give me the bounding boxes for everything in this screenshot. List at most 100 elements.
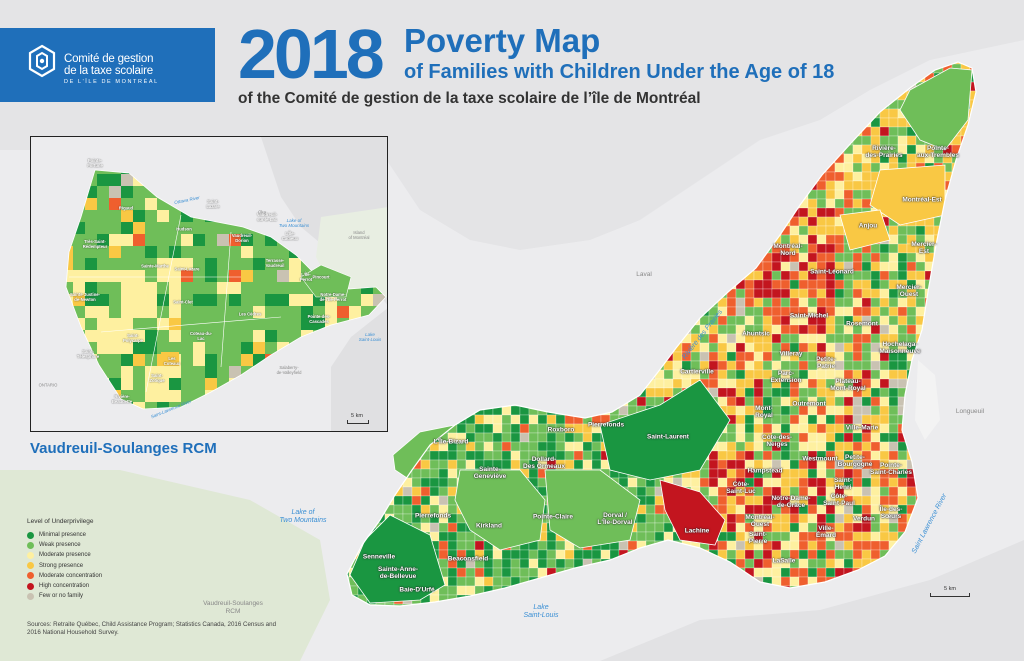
neighbourhood-label: Pointe-Claire (532, 513, 574, 521)
legend-item: Few or no family (27, 591, 102, 601)
water-label: Lake of Two Mountains (279, 509, 327, 524)
neighbourhood-label: Saint- Pierre (748, 531, 768, 545)
neighbourhood-label: Verdun (852, 515, 876, 523)
title-main: Poverty Map (404, 22, 601, 59)
inset-place-label: L'Île- Perrot (299, 272, 313, 282)
legend-swatch (27, 572, 34, 580)
inset-place-label: Saint-Clet (173, 299, 193, 305)
neighbourhood-label: Saint-Léonard (810, 268, 854, 276)
legend-label: Weak presence (39, 542, 81, 549)
neighbourhood-label: Roxboro (547, 426, 575, 434)
neighbourhood-label: Hochelaga- Maisonneuve (879, 341, 921, 355)
inset-place-label: Saint-Lazare (174, 266, 200, 272)
sources-note: Sources: Retraite Québec, Child Assistan… (27, 621, 277, 636)
neighbourhood-label: Côte-des- Neiges (762, 434, 792, 448)
inset-scale-bar (347, 420, 369, 424)
inset-place-label: Pointe-des- Cascades (307, 314, 331, 324)
neighbourhood-label: Parc- Extension (770, 370, 802, 384)
vaudreuil-soulanges-inset-map: Pointe- Fortune Rigaud Très-Saint- Rédempteu… (30, 136, 388, 432)
neighbourhood-label: Côte- Saint-Paul (823, 493, 855, 507)
neighbourhood-label: Rivière-des-Prairies (865, 145, 903, 159)
neighbourhood-label: Westmount (802, 455, 838, 463)
neighbourhood-label: L'Île-Bizard (433, 438, 469, 446)
legend-item: High concentration (27, 581, 102, 591)
inset-place-label: Vaudreuil-sur-le-Lac (256, 212, 278, 222)
legend-item: Moderate presence (27, 550, 102, 560)
neighbourhood-label: Pointe-aux-Trembles (917, 145, 959, 159)
legend-item: Moderate concentration (27, 571, 102, 581)
legend-item: Strong presence (27, 561, 102, 571)
ile-sainte-helene (915, 360, 940, 440)
neighbourhood-label: Pointe- Saint-Charles (870, 462, 912, 476)
inset-scale-label: 5 km (351, 413, 363, 419)
neighbourhood-label: Montréal- Ouest (745, 514, 775, 528)
cgtsim-logo-icon (28, 44, 56, 78)
vaudreuil-land (0, 470, 330, 661)
legend-swatch (27, 541, 34, 549)
main-scale-bar (930, 593, 970, 597)
inset-place-label: Sainte-Justine-de-Newton (69, 292, 101, 302)
neighbourhood-label: Mercier- Est (911, 241, 937, 255)
water-label: Lake Saint-Louis (523, 604, 559, 619)
inset-place-label: Sainte-Marthe (141, 263, 169, 269)
neighbourhood-label: Saint- Henri (833, 477, 853, 491)
inset-place-label: Saint- Zotique (149, 373, 165, 383)
neighbourhood-label: Saint-Michel (789, 312, 829, 320)
title-organisation: of the Comité de gestion de la taxe scol… (238, 90, 701, 107)
inset-place-label: Notre-Dame-de-l'Île-Perrot (319, 292, 347, 302)
neighbourhood-label: Lachine (684, 527, 710, 535)
south-shore-land (600, 540, 1024, 661)
inset-place-label: Saint- Polycarpe (122, 333, 144, 343)
neighbourhood-label: Notre-Dame-de-Grâce (771, 495, 811, 509)
neighbourhood-label: Ville-Marie (845, 424, 879, 432)
inset-land-label: ONTARIO (38, 382, 58, 388)
inset-place-label: Très-Saint- Rédempteur (82, 239, 108, 249)
legend-item: Minimal presence (27, 530, 102, 540)
inset-place-label: Pincourt (312, 274, 330, 280)
neighbourhood-label: Pierrefonds (414, 512, 452, 520)
inset-place-label: Saint-Lazare (206, 199, 220, 209)
neighbourhood-label: Sainte-Anne-de-Bellevue (377, 566, 419, 580)
legend-label: Moderate presence (39, 552, 91, 559)
land-label: Longueuil (955, 408, 985, 415)
legend-label: Strong presence (39, 562, 84, 569)
legend-swatch (27, 531, 34, 539)
legend-swatch (27, 592, 34, 600)
legend-swatch (27, 582, 34, 590)
legend-swatch (27, 562, 34, 570)
island-outline (346, 61, 977, 607)
inset-land-label: Island of Montréal (348, 230, 370, 240)
inset-place-label: Rivière- Beaudette (111, 394, 133, 404)
neighbourhood-label: Anjou (858, 222, 878, 230)
neighbourhood-label: Saint-Laurent (647, 433, 689, 441)
neighbourhood-label: Dorval / L'Île-Dorval (597, 512, 633, 526)
inset-map-svg (65, 137, 387, 431)
legend-item: Weak presence (27, 540, 102, 550)
neighbourhood-label: Côte- Saint-Luc (726, 481, 756, 495)
neighbourhood-label: Mont- Royal (755, 405, 773, 419)
inset-place-label: Hudson (176, 226, 192, 232)
neighbourhood-label: Montréal-Est (902, 196, 942, 204)
land-label: Laval (636, 271, 652, 278)
neighbourhood-label: Petite- Patrie (816, 356, 836, 370)
inset-place-label: Pointe- Fortune (87, 158, 103, 168)
neighbourhood-label: Ahuntsic (742, 330, 770, 338)
legend-label: Few or no family (39, 593, 84, 600)
main-scale-label: 5 km (944, 586, 956, 592)
neighbourhood-label: Outremont (792, 400, 826, 408)
neighbourhood-label: Plateau- Mont-Royal (830, 378, 866, 392)
inset-place-label: L'Île- Cadieux (281, 231, 299, 241)
neighbourhood-label: Rosemont (846, 320, 878, 328)
legend-title: Level of Underprivilege (27, 518, 94, 525)
cgtsim-logo: Comité de gestion de la taxe scolaire DE… (0, 28, 215, 102)
title-year: 2018 (238, 15, 385, 93)
inset-land-label: Salaberry-de-Valleyfield (276, 365, 302, 375)
legend-swatch (27, 551, 34, 559)
neighbourhood-label: Kirkland (475, 522, 503, 530)
neighbourhood-label: Petite- Bourgogne (837, 454, 873, 468)
neighbourhood-label: Montréal- Nord (773, 243, 803, 257)
inset-place-label: Coteau-du- Lac (189, 331, 213, 341)
inset-water-label: Lake of Two Mountains (278, 218, 310, 228)
neighbourhood-label: Baie-D'Urfé (399, 586, 435, 594)
